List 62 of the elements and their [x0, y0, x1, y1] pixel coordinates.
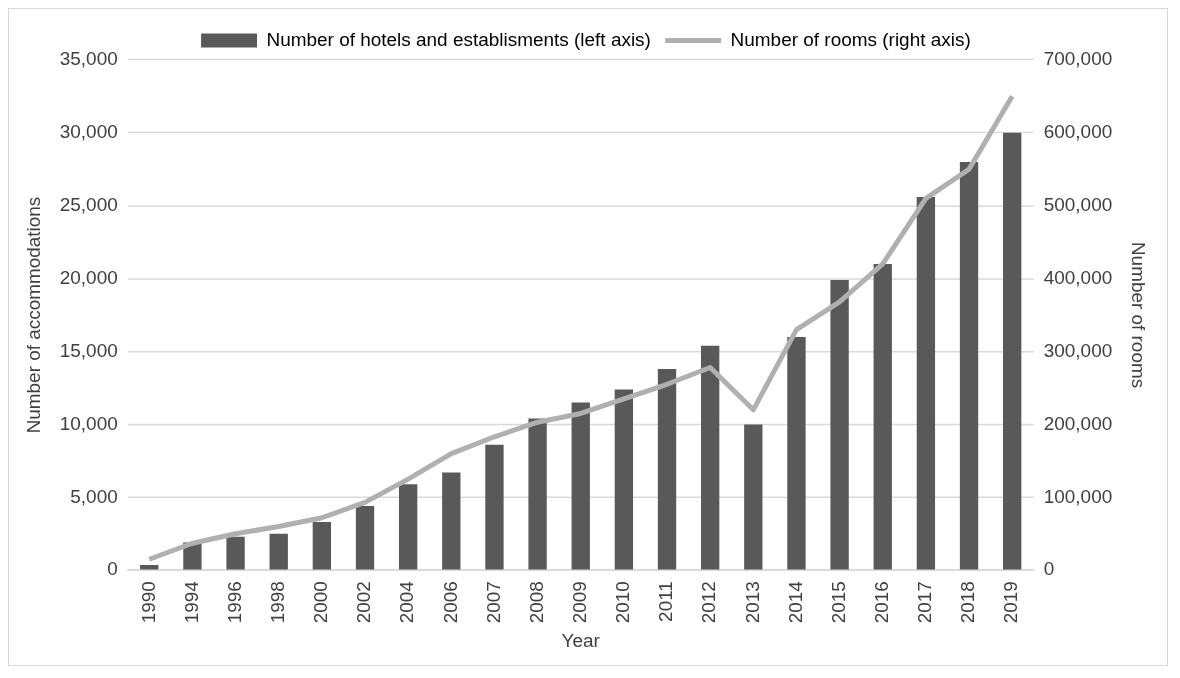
bar	[614, 389, 634, 570]
bar	[355, 506, 375, 570]
x-tick-label: 2016	[870, 581, 892, 624]
x-tick-label: 2000	[310, 581, 332, 624]
x-tick-label: 1996	[223, 581, 245, 624]
y-tick-label: 15,000	[59, 339, 118, 361]
x-tick-label: 2012	[698, 581, 720, 624]
x-tick-label: 2011	[655, 581, 677, 622]
bar	[226, 536, 245, 570]
y2-tick-label: 100,000	[1043, 485, 1113, 507]
x-axis-title: Year	[561, 629, 600, 651]
y2-tick-label: 300,000	[1043, 339, 1113, 361]
x-tick-label: 2014	[784, 581, 806, 624]
legend-label: Number of rooms (right axis)	[730, 28, 971, 50]
bar	[787, 336, 806, 570]
bar	[744, 424, 763, 570]
bar	[398, 484, 418, 570]
y2-tick-label: 0	[1043, 558, 1055, 580]
bar	[269, 533, 288, 570]
x-tick-label: 2015	[827, 581, 849, 624]
bar	[140, 565, 159, 570]
bar	[959, 161, 979, 570]
y2-tick-label: 400,000	[1043, 266, 1113, 288]
bar	[1003, 132, 1022, 570]
y-tick-label: 25,000	[59, 193, 118, 215]
bar	[442, 472, 461, 570]
bar	[485, 444, 504, 570]
x-tick-label: 2013	[741, 581, 763, 624]
y-tick-label: 20,000	[59, 266, 118, 288]
x-tick-label: 2004	[396, 581, 418, 624]
x-tick-label: 2009	[568, 581, 590, 624]
bar	[873, 264, 892, 570]
x-tick-label: 2018	[957, 581, 979, 624]
x-tick-label: 2002	[353, 581, 375, 624]
bar	[528, 418, 547, 570]
bar	[916, 196, 936, 570]
x-tick-label: 1990	[137, 581, 159, 624]
bar	[701, 345, 720, 570]
x-tick-label: 2019	[1000, 581, 1022, 624]
y-tick-label: 5,000	[70, 485, 118, 507]
y-tick-label: 35,000	[59, 48, 118, 70]
x-tick-label: 2010	[612, 581, 634, 624]
y2-tick-label: 600,000	[1043, 120, 1113, 142]
y-tick-label: 10,000	[59, 412, 118, 434]
y-axis-title: Number of accommodations	[22, 196, 44, 434]
y-tick-label: 0	[107, 558, 118, 580]
x-tick-label: 2006	[439, 581, 461, 624]
bar	[657, 368, 677, 570]
x-tick-label: 2007	[482, 581, 504, 624]
x-tick-label: 2017	[914, 581, 936, 624]
x-tick-label: 1998	[266, 581, 288, 624]
x-tick-label: 1994	[180, 581, 202, 624]
x-tick-label: 2008	[525, 581, 547, 624]
bar	[571, 402, 590, 570]
y2-tick-label: 500,000	[1043, 193, 1113, 215]
y2-tick-label: 700,000	[1043, 48, 1113, 70]
y2-axis-title: Number of rooms	[1128, 241, 1150, 389]
y2-tick-label: 200,000	[1043, 412, 1113, 434]
y-tick-label: 30,000	[59, 120, 118, 142]
bar	[312, 522, 332, 570]
legend-label: Number of hotels and establisments (left axis)	[266, 28, 651, 50]
bar	[830, 280, 849, 570]
